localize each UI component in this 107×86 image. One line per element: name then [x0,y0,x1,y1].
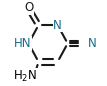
Text: H$_2$N: H$_2$N [13,69,37,84]
Text: N: N [53,19,62,32]
Text: O: O [24,1,33,14]
Text: HN: HN [14,37,31,50]
Text: N: N [87,37,96,50]
